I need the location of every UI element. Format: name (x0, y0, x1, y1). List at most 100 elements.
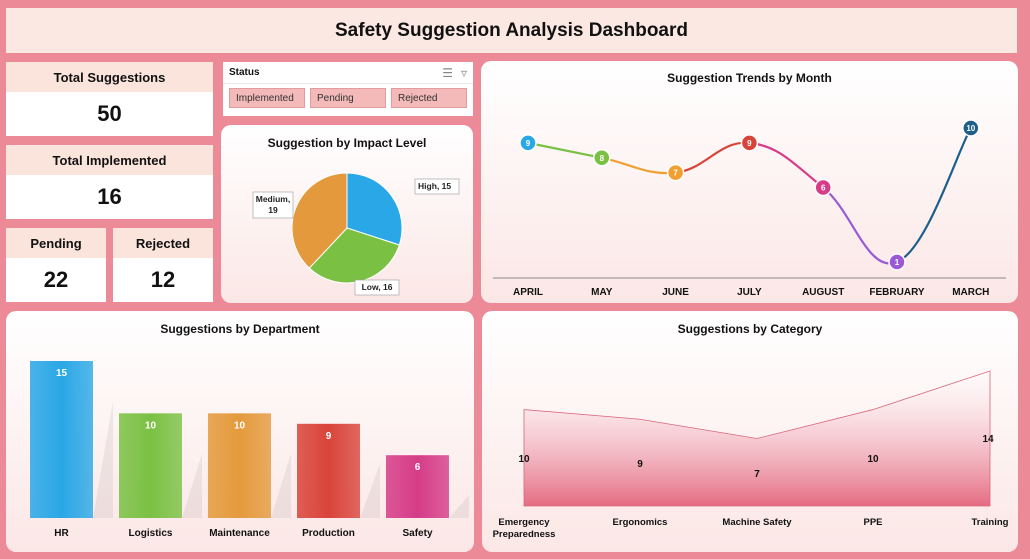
trend-data-label: 7 (673, 169, 678, 178)
kpi-label: Total Suggestions (6, 62, 213, 92)
trend-point (962, 119, 980, 137)
trend-data-label: 6 (821, 184, 826, 193)
department-bar (386, 455, 449, 518)
trend-x-tick-label: JUNE (662, 287, 689, 298)
area-data-label: 7 (754, 469, 760, 480)
department-bar (297, 423, 360, 518)
department-bar (30, 361, 93, 518)
bar-shadow (360, 463, 380, 518)
trend-line-segment (822, 186, 898, 265)
trend-x-tick-label: AUGUST (802, 287, 844, 298)
pie-slice (291, 172, 348, 269)
bar-shadow (93, 401, 113, 518)
trend-x-tick-label: JULY (737, 287, 762, 298)
trend-point (814, 178, 832, 197)
clear-filter-icon[interactable]: ▿ (460, 65, 467, 80)
chart-title: Suggestions by Category (677, 322, 823, 336)
kpi-label: Total Implemented (6, 145, 213, 175)
trend-point (888, 253, 906, 271)
trend-x-tick-label: MARCH (952, 287, 989, 298)
area-x-tick-label: Machine Safety (722, 517, 792, 528)
bar-shadow (271, 453, 291, 518)
bar-data-label: 6 (415, 462, 421, 473)
bar-data-label: 10 (234, 420, 246, 431)
area-data-label: 10 (518, 454, 530, 465)
pie-slice (346, 172, 403, 246)
area-x-tick-label: Emergency (498, 517, 550, 528)
pie-data-label: High, 15 (418, 181, 451, 191)
chart-title: Suggestion by Impact Level (267, 136, 427, 150)
kpi-value: 50 (97, 101, 122, 126)
category-chart: Suggestions by Category 10 9 7 10 14 Emergenc… (482, 311, 1018, 552)
pie-chart-svg: High, 15 Low, 16 Medium,19 (252, 172, 460, 296)
trend-point (519, 134, 537, 152)
kpi-pending: Pending 22 (6, 228, 106, 302)
trend-data-label: 9 (747, 139, 752, 148)
area-data-label: 9 (637, 459, 643, 470)
pie-label-box (414, 178, 460, 195)
trend-x-tick-label: FEBRUARY (869, 287, 925, 298)
area-x-tick-label: PPE (863, 517, 882, 528)
category-area (523, 370, 991, 507)
kpi-value: 12 (150, 267, 176, 292)
multi-select-icon[interactable]: ☰ (442, 65, 453, 80)
area-x-tick-label: Training (972, 517, 1009, 528)
area-x-tick-label: Preparedness (493, 529, 556, 540)
trend-data-label: 1 (895, 258, 900, 267)
trend-line-segment (601, 156, 676, 175)
trend-point (740, 134, 759, 152)
kpi-total-suggestions: Total Suggestions 50 (6, 62, 213, 136)
pie-data-label: Medium, (256, 194, 290, 204)
slicer-option-pending[interactable]: Pending (310, 88, 386, 108)
department-bar (208, 413, 271, 518)
slicer-option-implemented[interactable]: Implemented (229, 88, 305, 108)
trend-line-segment (749, 141, 824, 189)
slicer-option-rejected[interactable]: Rejected (391, 88, 467, 108)
trend-point (593, 149, 611, 167)
trend-point (666, 163, 685, 182)
area-x-tick-label: Ergonomics (613, 517, 668, 528)
impact-level-chart: Suggestion by Impact Level High, 15 Low, … (221, 125, 473, 303)
kpi-total-implemented: Total Implemented 16 (6, 145, 213, 219)
bar-x-tick-label: Logistics (129, 528, 173, 539)
pie-label-box (252, 191, 294, 219)
pie-label-box (354, 279, 400, 296)
bar-x-tick-label: Maintenance (209, 528, 270, 539)
kpi-label: Rejected (113, 228, 213, 258)
trend-line-segment (527, 141, 603, 159)
bar-data-label: 9 (326, 431, 332, 442)
chart-title: Suggestion Trends by Month (667, 71, 832, 85)
kpi-value: 16 (97, 184, 122, 209)
trend-x-tick-label: MAY (591, 287, 613, 298)
kpi-value: 22 (43, 267, 69, 292)
bar-shadow (182, 453, 202, 518)
department-chart: Suggestions by Department 15 HR 10 Logistic… (6, 311, 474, 552)
area-data-label: 10 (867, 454, 879, 465)
kpi-rejected: Rejected 12 (113, 228, 213, 302)
bar-data-label: 15 (56, 368, 68, 379)
trend-chart: Suggestion Trends by Month 9 APRIL 8 MAY 7 JU… (481, 61, 1018, 303)
trend-line-segment (896, 127, 972, 264)
trend-line-segment (675, 141, 750, 174)
trend-data-label: 10 (966, 124, 975, 133)
slicer-title: Status (229, 67, 260, 78)
bar-data-label: 10 (145, 420, 157, 431)
trend-data-label: 8 (600, 154, 605, 163)
bar-shadow (449, 495, 469, 518)
line-chart-svg: 9 APRIL 8 MAY 7 JUNE 9 JULY 6 AUGUST 1 FEBRUARY 10 MA… (493, 119, 1006, 298)
pie-data-label: 19 (268, 205, 278, 215)
bar-x-tick-label: Safety (402, 528, 432, 539)
pie-data-label: Low, 16 (362, 282, 393, 292)
bar-chart-svg: 15 HR 10 Logistics 10 Maintenance 9 Production 6… (30, 361, 469, 539)
bar-x-tick-label: HR (54, 528, 69, 539)
department-bar (119, 413, 182, 518)
status-slicer: Status ☰ ▿ Implemented Pending Rejected (223, 62, 473, 116)
area-data-label: 14 (982, 434, 994, 445)
bar-x-tick-label: Production (302, 528, 355, 539)
trend-x-tick-label: APRIL (513, 287, 543, 298)
trend-data-label: 9 (526, 139, 531, 148)
dashboard-title: Safety Suggestion Analysis Dashboard (6, 8, 1017, 53)
chart-title: Suggestions by Department (160, 322, 320, 336)
kpi-label: Pending (6, 228, 106, 258)
